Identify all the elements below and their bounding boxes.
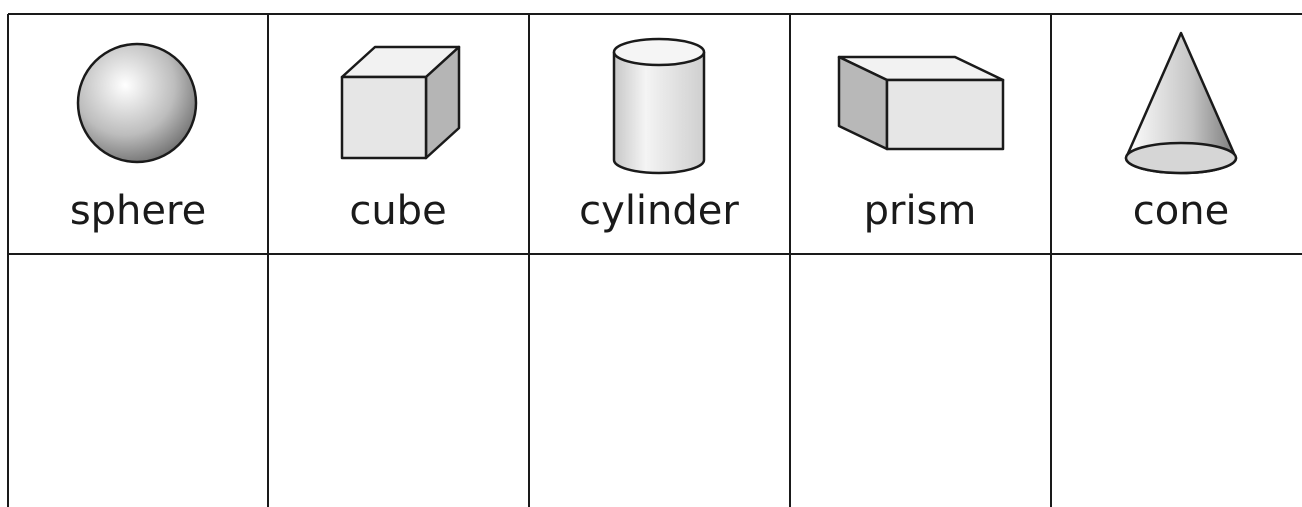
header-label: cylinder [579,188,739,234]
header-label: prism [864,188,977,234]
header-label: cone [1133,188,1229,234]
cone-icon [1124,31,1238,175]
cube-icon [340,45,461,160]
prism-icon [837,55,1005,151]
sphere-icon [76,42,198,164]
header-label: sphere [70,188,206,234]
header-label: cube [349,188,446,234]
cylinder-icon [612,37,706,175]
table-grid [7,13,1302,507]
